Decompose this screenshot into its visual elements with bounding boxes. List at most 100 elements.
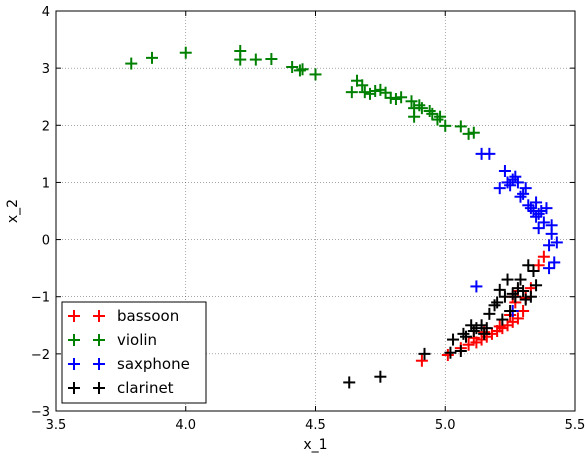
- data-point-clarinet: [470, 322, 483, 335]
- data-point-violin: [431, 113, 444, 126]
- data-point-violin: [415, 102, 428, 115]
- series-saxphone: [470, 147, 563, 317]
- data-point-violin: [146, 51, 159, 64]
- data-point-bassoon: [441, 349, 454, 361]
- data-point-violin: [384, 91, 397, 104]
- data-point-clarinet: [509, 290, 522, 303]
- data-point-saxphone: [535, 205, 548, 217]
- data-point-saxphone: [517, 187, 530, 200]
- legend-marker-bassoon: [68, 310, 80, 322]
- data-point-bassoon: [475, 333, 488, 346]
- data-point-violin: [379, 86, 392, 99]
- data-point-bassoon: [511, 312, 524, 325]
- y-axis-label: x_2: [5, 199, 21, 223]
- data-point-clarinet: [447, 333, 460, 346]
- data-point-violin: [395, 91, 408, 104]
- data-point-clarinet: [506, 287, 519, 300]
- data-point-saxphone: [548, 256, 561, 269]
- data-point-bassoon: [415, 354, 428, 367]
- data-point-clarinet: [501, 273, 514, 286]
- data-point-saxphone: [543, 239, 556, 252]
- data-point-clarinet: [519, 293, 532, 306]
- series-bassoon: [415, 250, 550, 367]
- data-point-violin: [249, 53, 262, 66]
- data-point-saxphone: [522, 199, 535, 212]
- data-point-saxphone: [506, 173, 519, 186]
- legend-marker-violin: [93, 334, 105, 346]
- legend-marker-saxphone: [93, 358, 105, 370]
- legend-entry-bassoon: bassoon: [68, 307, 179, 325]
- data-point-violin: [434, 110, 447, 123]
- data-point-clarinet: [483, 307, 496, 320]
- data-point-violin: [413, 99, 426, 112]
- data-point-bassoon: [493, 320, 506, 333]
- data-point-violin: [345, 86, 358, 99]
- y-tick-label-4: 4: [42, 5, 50, 20]
- data-point-saxphone: [504, 179, 517, 192]
- legend-label-violin: violin: [117, 331, 157, 349]
- legend-entry-violin: violin: [68, 331, 157, 349]
- x-tick-label-4-5: 4.5: [305, 418, 326, 433]
- legend-entry-saxphone: saxphone: [68, 355, 190, 373]
- axis-ticks: 3.5 4.0 4.5 5.0 5.5 −3 −2 −1 0 1 2 3 4: [31, 5, 585, 433]
- data-point-violin: [423, 105, 436, 117]
- data-point-bassoon: [537, 250, 550, 263]
- data-point-violin: [439, 119, 452, 132]
- legend-label-saxphone: saxphone: [117, 355, 190, 373]
- series-violin: [125, 45, 480, 140]
- data-point-saxphone: [524, 202, 537, 215]
- data-point-bassoon: [532, 259, 545, 272]
- data-point-clarinet: [460, 330, 473, 343]
- data-point-clarinet: [374, 370, 387, 383]
- data-point-violin: [293, 64, 306, 77]
- legend-entry-clarinet: clarinet: [68, 379, 174, 397]
- legend-label-clarinet: clarinet: [117, 379, 174, 397]
- data-point-violin: [405, 95, 418, 108]
- legend-marker-violin: [68, 334, 80, 346]
- data-point-clarinet: [496, 313, 509, 326]
- data-point-violin: [389, 93, 402, 105]
- y-tick-label-3: 3: [42, 62, 50, 77]
- data-point-clarinet: [514, 273, 527, 286]
- data-point-clarinet: [517, 285, 530, 297]
- y-tick-label-1: 1: [42, 176, 50, 191]
- data-point-saxphone: [532, 207, 545, 220]
- data-point-clarinet: [498, 290, 511, 303]
- legend: bassoon violin saxphone clarinet: [61, 301, 207, 404]
- legend-label-bassoon: bassoon: [117, 307, 179, 325]
- data-point-violin: [265, 53, 278, 65]
- y-tick-label-2: 2: [42, 119, 50, 134]
- data-point-clarinet: [488, 299, 501, 312]
- data-point-clarinet: [418, 347, 431, 360]
- data-point-clarinet: [504, 305, 517, 317]
- data-point-violin: [426, 107, 439, 120]
- y-tick-label-0: 0: [42, 234, 50, 249]
- y-tick-label-minus2: −2: [31, 348, 50, 363]
- data-point-violin: [179, 46, 192, 59]
- data-point-clarinet: [457, 327, 470, 340]
- data-point-clarinet: [480, 322, 493, 335]
- data-point-saxphone: [540, 202, 553, 215]
- data-point-violin: [462, 127, 475, 140]
- data-point-violin: [356, 79, 369, 92]
- data-point-saxphone: [514, 190, 527, 203]
- data-point-saxphone: [511, 176, 524, 189]
- data-point-saxphone: [532, 222, 545, 235]
- data-point-violin: [296, 63, 309, 76]
- x-axis-label: x_1: [303, 437, 327, 453]
- data-point-clarinet: [491, 296, 504, 309]
- data-point-clarinet: [444, 346, 457, 359]
- data-point-clarinet: [454, 345, 467, 357]
- legend-box: [61, 301, 207, 404]
- data-point-clarinet: [524, 290, 537, 303]
- data-point-violin: [454, 120, 467, 133]
- data-point-saxphone: [545, 227, 558, 240]
- data-point-saxphone: [509, 170, 522, 183]
- data-point-bassoon: [462, 338, 475, 351]
- data-point-saxphone: [493, 182, 506, 195]
- data-point-violin: [125, 57, 138, 70]
- y-tick-label-minus3: −3: [31, 405, 50, 420]
- data-points: [125, 45, 563, 389]
